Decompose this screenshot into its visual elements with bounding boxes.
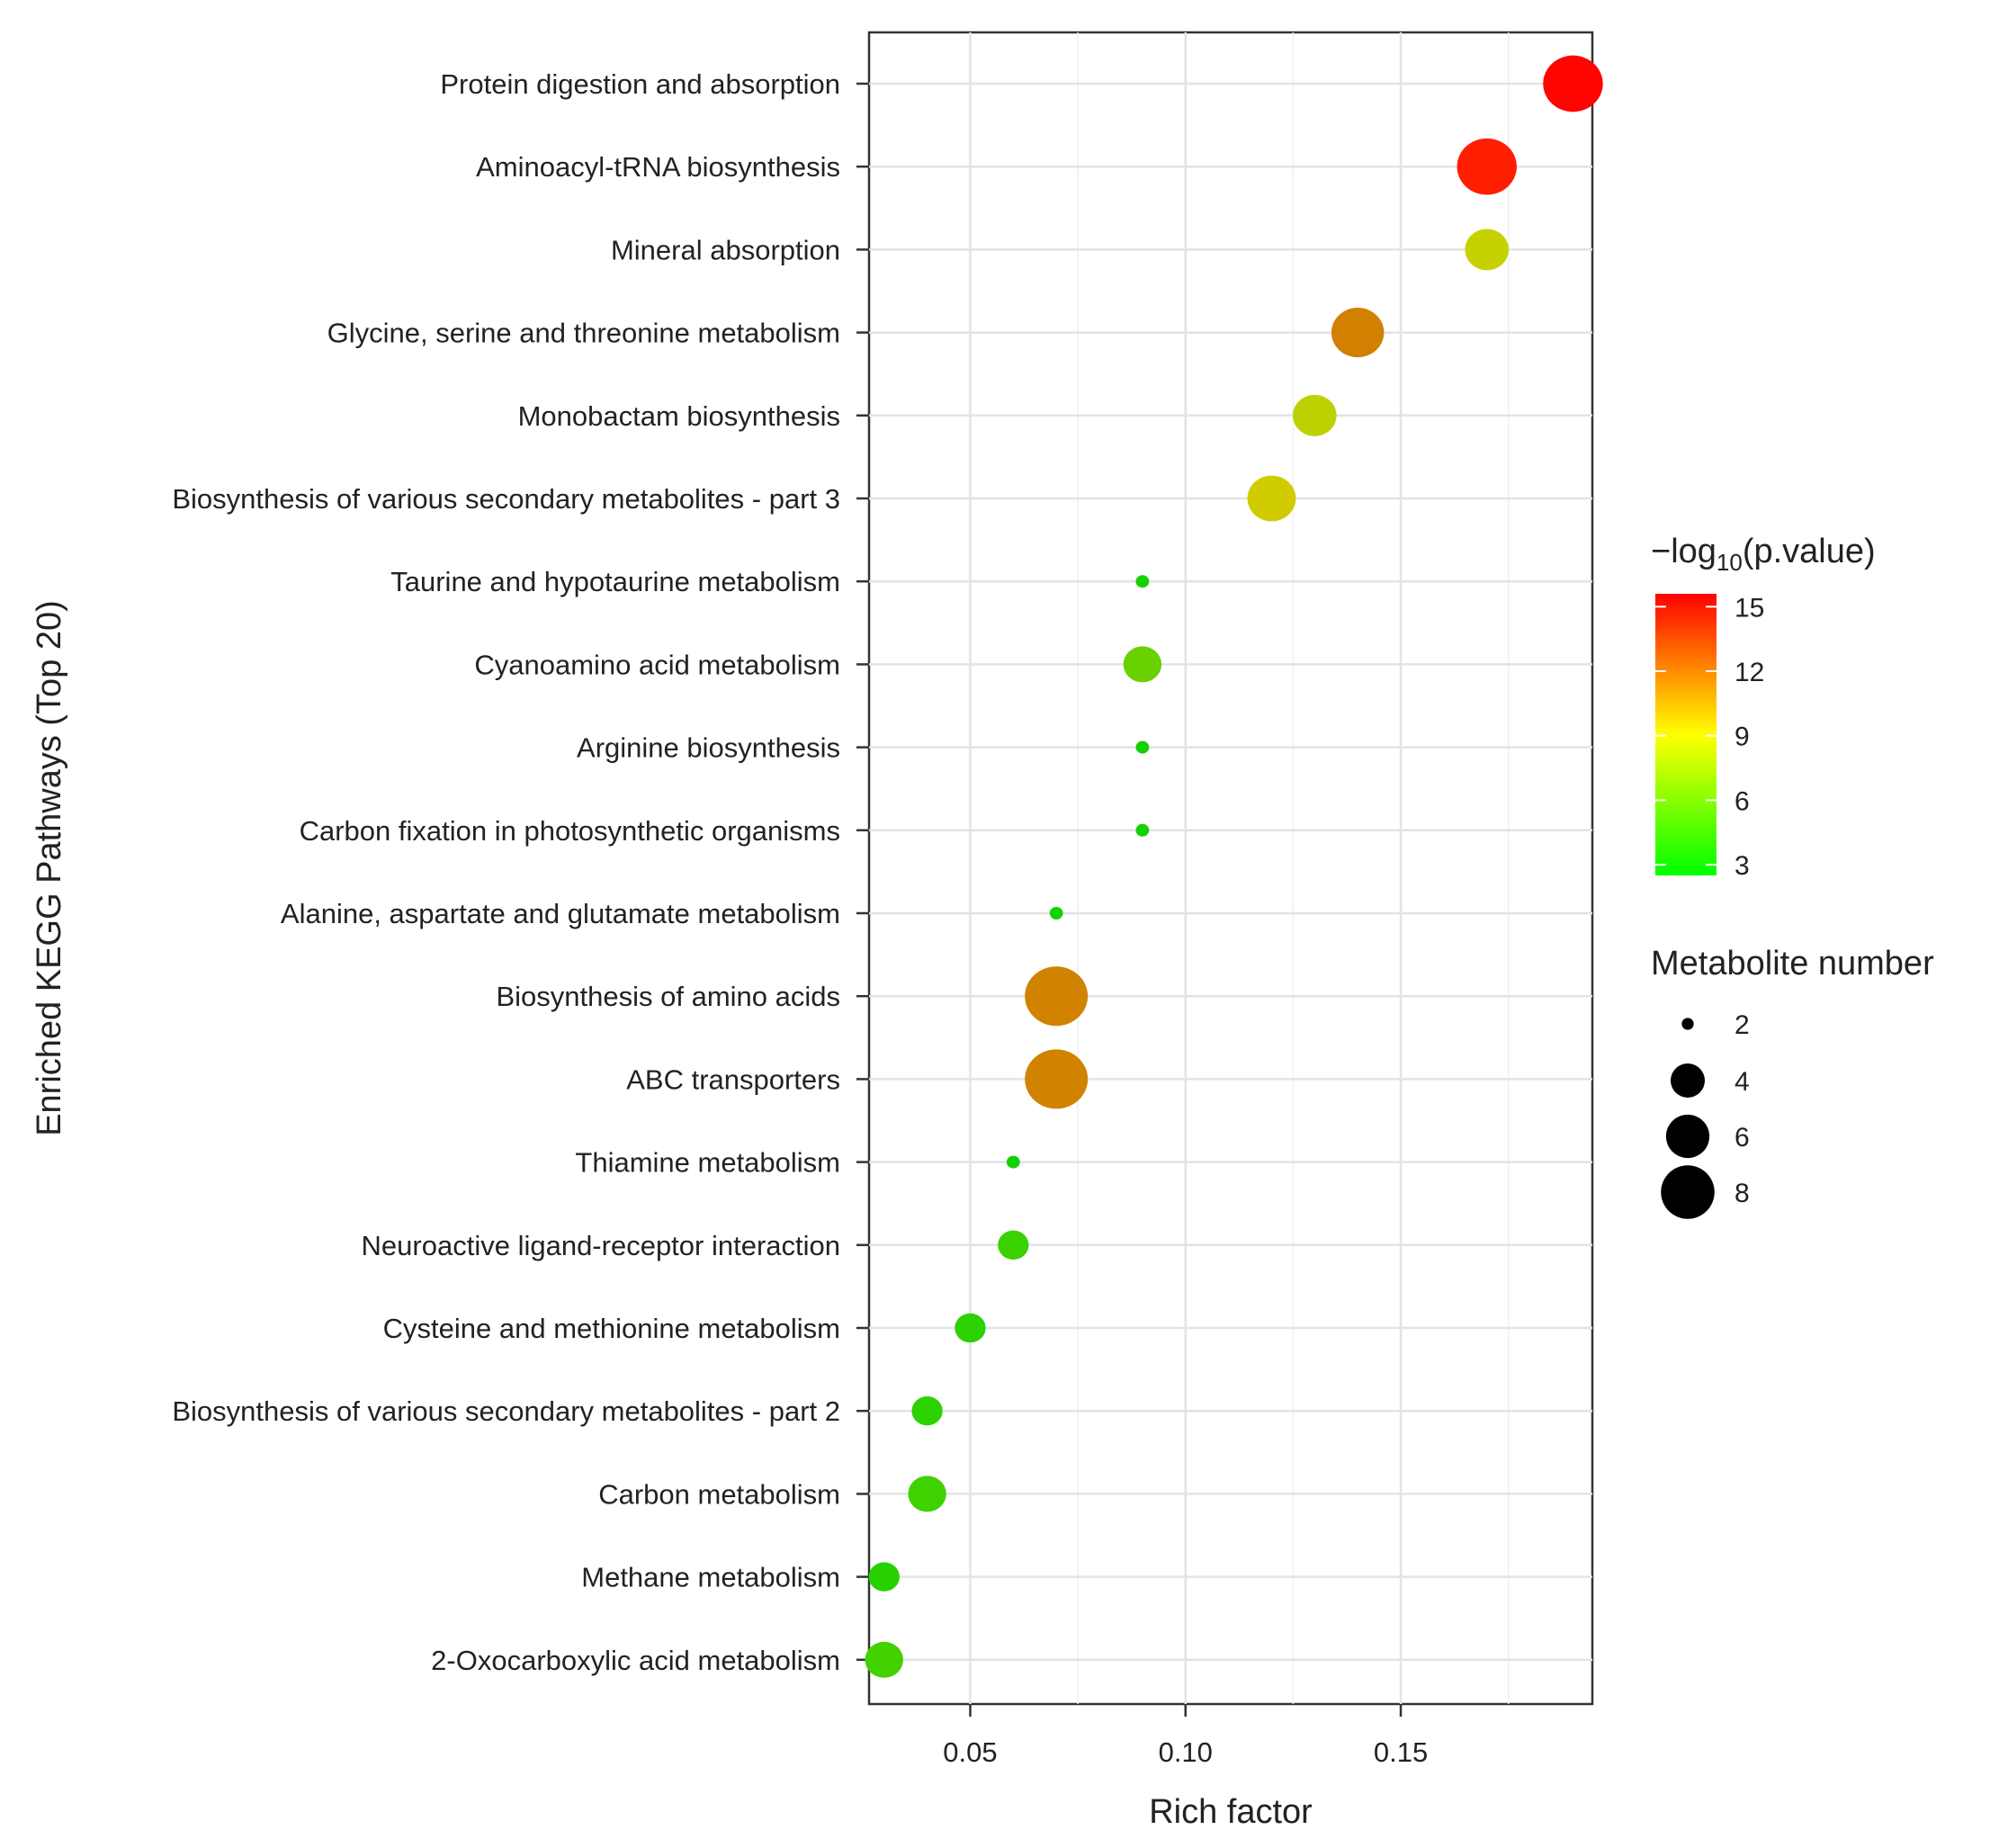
y-tick-label: Taurine and hypotaurine metabolism [390, 566, 840, 597]
y-tick-label: Arginine biosynthesis [577, 732, 840, 764]
y-tick-label: Methane metabolism [581, 1562, 840, 1593]
data-point [1123, 646, 1162, 683]
y-tick-label: Carbon metabolism [598, 1478, 840, 1510]
size-legend-label: 8 [1735, 1179, 1750, 1208]
plot-panel [867, 31, 1594, 1706]
y-axis-title: Enriched KEGG Pathways (Top 20) [31, 600, 68, 1136]
y-tick-label: ABC transporters [626, 1063, 840, 1095]
data-point [955, 1313, 986, 1343]
color-legend-title-suffix: (p.value) [1743, 533, 1876, 570]
data-point [1135, 575, 1150, 588]
color-legend-title-subscript: 10 [1717, 549, 1743, 576]
data-point [1465, 229, 1510, 271]
size-legend-key [1681, 1018, 1694, 1030]
y-tick-label: Carbon fixation in photosynthetic organi… [300, 815, 840, 847]
data-point [868, 1562, 900, 1592]
size-legend-label: 4 [1735, 1067, 1750, 1097]
y-tick-label: Monobactam biosynthesis [518, 400, 840, 432]
data-point [1006, 1155, 1020, 1169]
size-legend-keys: 2 4 6 8 [1661, 1010, 1750, 1219]
data-point [1135, 823, 1150, 837]
data-point [1543, 55, 1603, 112]
x-axis: 0.05 0.10 0.15 [943, 1704, 1428, 1768]
y-tick-label: 2-Oxocarboxylic acid metabolism [431, 1645, 840, 1676]
y-tick-label: Protein digestion and absorption [440, 68, 840, 100]
color-legend: −log10(p.value) 15 12 9 6 3 [1651, 533, 1876, 881]
x-axis-title: Rich factor [1149, 1793, 1313, 1831]
grid-lines [869, 32, 1592, 1704]
y-tick-label: Biosynthesis of various secondary metabo… [172, 1395, 840, 1427]
data-point [1025, 966, 1089, 1027]
data-points [865, 55, 1603, 1678]
y-tick-label: Biosynthesis of various secondary metabo… [172, 483, 840, 515]
data-point [908, 1476, 946, 1512]
color-legend-title: −log10(p.value) [1651, 533, 1876, 576]
y-axis: Protein digestion and absorption Aminoacy… [172, 68, 869, 1676]
color-legend-tick-label: 3 [1735, 851, 1750, 881]
color-legend-ticks: 15 12 9 6 3 [1655, 593, 1764, 881]
color-legend-tick-label: 12 [1735, 658, 1764, 687]
x-tick-label: 0.15 [1374, 1736, 1428, 1768]
data-point [1025, 1049, 1089, 1109]
data-point [1331, 308, 1385, 358]
data-point [865, 1641, 903, 1678]
data-point [1457, 138, 1517, 195]
size-legend-key [1661, 1165, 1715, 1219]
size-legend-key [1665, 1114, 1710, 1159]
size-legend: Metabolite number 2 4 6 8 [1651, 945, 1934, 1219]
size-legend-key [1671, 1063, 1705, 1098]
size-legend-title: Metabolite number [1651, 945, 1934, 982]
size-legend-label: 6 [1735, 1123, 1750, 1153]
y-tick-label: Aminoacyl-tRNA biosynthesis [476, 151, 840, 183]
y-tick-label: Neuroactive ligand-receptor interaction [362, 1230, 840, 1261]
size-legend-label: 2 [1735, 1010, 1750, 1040]
color-legend-tick-label: 15 [1735, 593, 1764, 623]
y-tick-label: Mineral absorption [611, 234, 840, 265]
data-point [1135, 740, 1150, 754]
data-point [1049, 907, 1063, 920]
color-legend-title-prefix: −log [1651, 533, 1717, 570]
color-legend-tick-label: 9 [1735, 722, 1750, 752]
color-legend-bar [1655, 594, 1717, 875]
y-tick-label: Alanine, aspartate and glutamate metabol… [281, 898, 840, 929]
color-legend-tick-label: 6 [1735, 786, 1750, 816]
y-tick-label: Glycine, serine and threonine metabolism [327, 318, 840, 349]
data-point [1247, 475, 1296, 522]
data-point [911, 1396, 943, 1426]
y-tick-label: Cyanoamino acid metabolism [474, 649, 840, 680]
data-point [1293, 394, 1337, 436]
y-tick-label: Thiamine metabolism [575, 1147, 840, 1179]
y-tick-label: Cysteine and methionine metabolism [383, 1313, 840, 1344]
x-tick-label: 0.10 [1159, 1736, 1213, 1768]
x-tick-label: 0.05 [943, 1736, 997, 1768]
data-point [998, 1230, 1029, 1260]
y-tick-label: Biosynthesis of amino acids [496, 981, 840, 1012]
